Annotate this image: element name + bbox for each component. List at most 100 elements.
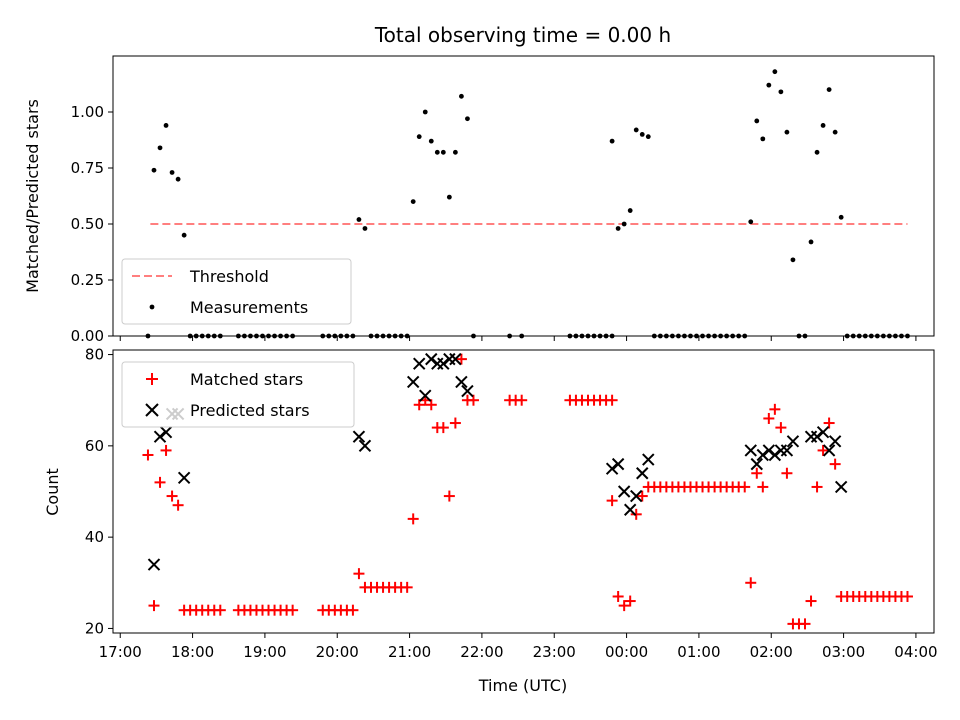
predicted-stars-legend-label: Predicted stars <box>190 401 310 420</box>
measurement-point <box>356 217 362 222</box>
predicted-star-point <box>623 503 637 516</box>
bottom-x-tick-label: 17:00 <box>99 643 142 661</box>
matched-stars-legend-swatch <box>146 373 158 385</box>
predicted-star-point <box>352 430 366 443</box>
top-y-axis-label: Matched/Predicted stars <box>23 99 42 293</box>
measurement-point <box>151 167 157 173</box>
bottom-x-axis-label: Time (UTC) <box>478 676 567 695</box>
matched-star-point <box>751 467 763 479</box>
predicted-star-point <box>762 444 776 457</box>
measurement-point <box>621 221 627 227</box>
measurement-point <box>778 89 784 95</box>
measurement-point <box>627 208 633 213</box>
matched-star-point <box>437 422 449 434</box>
matched-star-point <box>739 481 751 493</box>
measurement-point <box>814 149 820 155</box>
bottom-axes-frame <box>112 349 935 634</box>
measurement-point <box>181 232 187 238</box>
bottom-x-tick-label: 18:00 <box>171 643 214 661</box>
measurements-legend-swatch <box>149 304 155 310</box>
predicted-star-point <box>617 485 631 498</box>
predicted-star-point <box>750 457 763 471</box>
measurement-point <box>790 257 796 263</box>
predicted-star-point <box>780 444 794 457</box>
matched-stars-legend-label: Matched stars <box>190 370 303 389</box>
measurement-point <box>362 226 368 231</box>
bottom-x-tick-label: 22:00 <box>460 643 503 661</box>
measurement-point <box>175 176 181 182</box>
measurement-point <box>446 194 452 200</box>
measurement-point <box>784 129 790 135</box>
matched-star-point <box>287 604 299 616</box>
predicted-star-point <box>437 357 450 370</box>
predicted-star-point <box>630 489 643 503</box>
matched-star-point <box>443 490 455 502</box>
measurement-point <box>465 116 470 122</box>
bottom-x-tick-label: 04:00 <box>894 643 937 661</box>
matched-star-point <box>606 495 618 507</box>
bottom-y-tick-label: 40 <box>85 528 104 546</box>
predicted-star-point <box>358 439 372 453</box>
bottom-x-tick-label: 19:00 <box>243 643 286 661</box>
matched-star-point <box>630 508 642 520</box>
predicted-star-point <box>822 444 836 457</box>
bottom-y-tick-label: 20 <box>85 619 104 637</box>
measurement-point <box>754 118 760 124</box>
matched-star-point <box>811 481 823 493</box>
predicted-star-point <box>611 457 625 471</box>
predicted-star-point <box>419 389 432 402</box>
matched-star-point <box>353 568 365 580</box>
matched-star-point <box>745 577 757 589</box>
matched-star-point <box>805 595 817 607</box>
measurement-point <box>459 93 464 99</box>
predicted-star-point <box>177 471 191 485</box>
matched-star-point <box>636 490 648 502</box>
measurement-point <box>748 219 754 225</box>
matched-star-point <box>425 399 437 411</box>
matched-star-point <box>757 481 769 493</box>
predicted-star-point <box>744 444 757 457</box>
matched-star-point <box>612 590 624 602</box>
matched-star-point <box>829 458 841 470</box>
measurement-point <box>452 149 458 155</box>
measurement-point <box>639 132 645 137</box>
matched-star-point <box>775 422 787 434</box>
measurement-point <box>838 214 844 220</box>
predicted-star-point <box>810 430 824 443</box>
matched-star-point <box>172 499 184 511</box>
matched-star-point <box>455 353 467 365</box>
measurement-point <box>772 69 778 75</box>
bottom-y-tick-label: 60 <box>85 437 104 455</box>
matched-star-point <box>347 604 359 616</box>
measurement-point <box>766 82 772 88</box>
matched-star-point <box>606 394 618 406</box>
measurement-point <box>410 199 416 205</box>
matched-star-point <box>166 490 178 502</box>
top-y-tick-label: 0.75 <box>71 159 104 177</box>
predicted-star-point <box>816 425 830 439</box>
matched-star-point <box>516 394 528 406</box>
predicted-star-point <box>828 435 842 448</box>
measurements-legend-label: Measurements <box>190 298 308 317</box>
bottom-y-axis-label: Count <box>43 468 62 516</box>
bottom-x-tick-label: 20:00 <box>316 643 359 661</box>
measurement-point <box>163 123 169 128</box>
predicted-star-point <box>786 435 800 448</box>
matched-star-point <box>618 600 630 612</box>
matched-star-point <box>823 417 835 429</box>
measurement-point <box>428 138 434 144</box>
measurement-point <box>434 149 440 155</box>
predicted-stars-legend-swatch <box>145 403 159 417</box>
matched-star-point <box>407 513 419 525</box>
predicted-star-point <box>153 430 167 443</box>
measurement-point <box>820 123 826 128</box>
measurement-point <box>633 127 639 133</box>
measurement-point <box>808 239 814 245</box>
predicted-star-point <box>425 352 438 366</box>
chart-title: Total observing time = 0.00 h <box>374 23 671 47</box>
predicted-star-point <box>406 375 420 389</box>
predicted-star-point <box>605 462 619 475</box>
measurement-point <box>832 129 838 135</box>
measurement-point <box>169 170 175 175</box>
